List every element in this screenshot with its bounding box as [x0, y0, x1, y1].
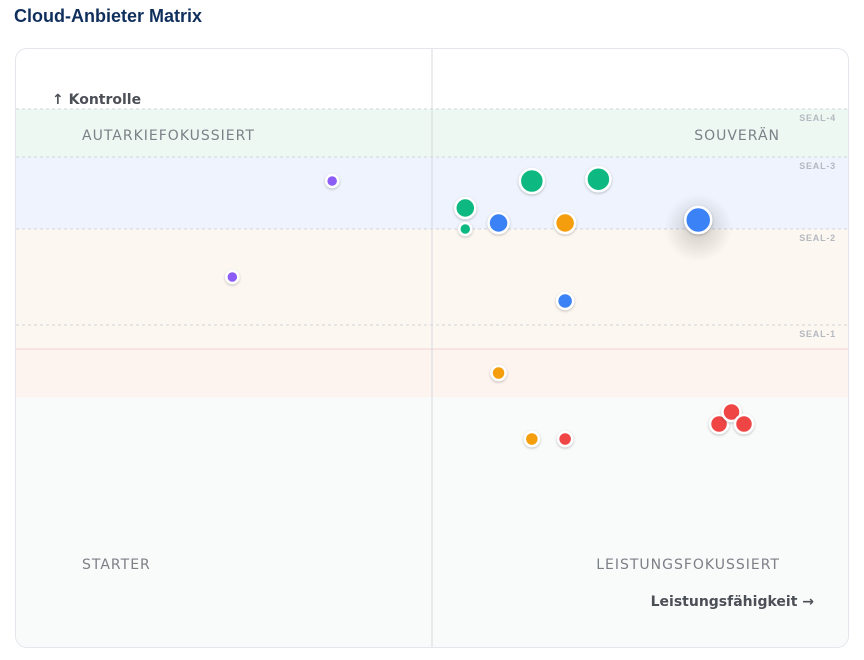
- data-point[interactable]: [664, 194, 733, 262]
- data-point[interactable]: [708, 413, 730, 435]
- data-point-marker[interactable]: [555, 291, 575, 311]
- data-point[interactable]: [555, 291, 575, 311]
- data-point[interactable]: [458, 221, 473, 237]
- matrix-card: SEAL-4 SEAL-3 SEAL-2 SEAL-1 AUTARKIEFOKUSSI…: [15, 48, 849, 648]
- chart-labels: AUTARKIEFOKUSSIERT SOUVERÄN STARTER LEIS…: [52, 92, 814, 610]
- quadrant-label-top-right: SOUVERÄN: [694, 126, 780, 144]
- data-point-marker[interactable]: [556, 430, 574, 448]
- data-points: [225, 165, 755, 448]
- seal-band-label: SEAL-4: [799, 113, 836, 123]
- quadrant-dividers: [16, 49, 848, 647]
- data-point-marker[interactable]: [721, 401, 742, 423]
- data-point-marker[interactable]: [733, 413, 755, 435]
- data-point-marker[interactable]: [523, 430, 541, 448]
- data-point[interactable]: [225, 269, 240, 285]
- page-title: Cloud-Anbieter Matrix: [14, 6, 203, 26]
- seal-band-label: SEAL-1: [799, 329, 836, 339]
- data-point-marker[interactable]: [708, 413, 730, 435]
- data-point[interactable]: [721, 401, 742, 423]
- data-point[interactable]: [454, 196, 477, 220]
- data-point-marker[interactable]: [683, 205, 713, 235]
- quadrant-label-top-left: AUTARKIEFOKUSSIERT: [82, 128, 255, 144]
- data-point-marker[interactable]: [585, 165, 612, 193]
- data-point-marker[interactable]: [490, 364, 507, 382]
- data-point-marker[interactable]: [487, 211, 510, 235]
- data-point-marker[interactable]: [553, 211, 577, 235]
- data-point-marker[interactable]: [324, 173, 340, 189]
- x-axis-label: Leistungsfähigkeit →: [651, 594, 815, 610]
- data-point-marker[interactable]: [454, 196, 477, 220]
- data-point[interactable]: [553, 211, 577, 235]
- data-point[interactable]: [733, 413, 755, 435]
- quadrant-label-bottom-left: STARTER: [82, 557, 151, 573]
- y-axis-label: ↑ Kontrolle: [52, 92, 141, 108]
- data-point[interactable]: [487, 211, 510, 235]
- data-point[interactable]: [585, 165, 612, 193]
- data-point[interactable]: [556, 430, 574, 448]
- data-point[interactable]: [490, 364, 507, 382]
- data-point[interactable]: [324, 173, 340, 189]
- quadrant-label-bottom-right: LEISTUNGSFOKUSSIERT: [596, 557, 780, 573]
- data-point-marker[interactable]: [518, 167, 546, 195]
- seal-band-label: SEAL-2: [799, 233, 836, 243]
- seal-band-label: SEAL-3: [799, 161, 836, 171]
- data-point-marker[interactable]: [458, 221, 473, 237]
- data-point[interactable]: [523, 430, 541, 448]
- data-point[interactable]: [518, 167, 546, 195]
- matrix-chart: SEAL-4 SEAL-3 SEAL-2 SEAL-1 AUTARKIEFOKUSSI…: [16, 49, 848, 647]
- data-point-marker[interactable]: [225, 269, 240, 285]
